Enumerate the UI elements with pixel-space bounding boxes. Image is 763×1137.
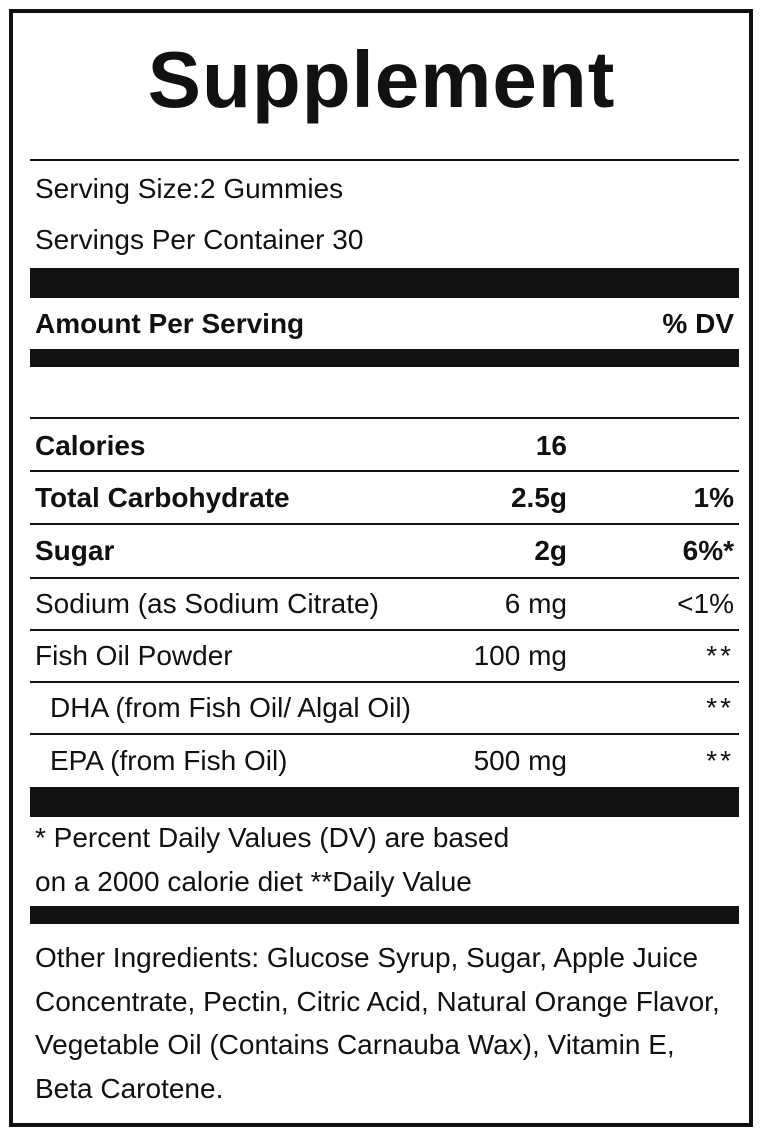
footnote-line-2: on a 2000 calorie diet **Daily Value <box>35 866 472 897</box>
row-calories-amount: 16 <box>535 430 567 461</box>
row-divider <box>30 629 739 631</box>
row-total-carbohydrate-dv: 1% <box>693 482 734 513</box>
row-divider <box>30 733 739 735</box>
divider-thick-ingredients <box>30 906 739 924</box>
row-total-carbohydrate-name: Total Carbohydrate <box>35 482 290 513</box>
other-ingredients: Other Ingredients: Glucose Syrup, Sugar,… <box>35 942 720 1104</box>
row-epa-amount: 500 mg <box>473 745 567 776</box>
footnote-line-1: * Percent Daily Values (DV) are based <box>35 822 510 853</box>
row-dha-dv: ** <box>706 692 734 723</box>
servings-per-container: Servings Per Container 30 <box>35 224 364 255</box>
row-total-carbohydrate-amount: 2.5g <box>510 482 567 513</box>
row-fish-oil-powder-dv: ** <box>706 640 734 671</box>
row-calories-name: Calories <box>35 430 146 461</box>
row-divider <box>30 470 739 472</box>
divider-before-calories <box>30 417 739 419</box>
serving-size: Serving Size:2 Gummies <box>35 173 344 204</box>
row-fish-oil-powder-amount: 100 mg <box>473 640 567 671</box>
divider-thick-footnote <box>30 787 739 817</box>
row-divider <box>30 523 739 525</box>
supplement-facts-label <box>9 9 753 1127</box>
label-title: Supplement <box>147 35 616 124</box>
row-dha-name: DHA (from Fish Oil/ Algal Oil) <box>50 692 411 723</box>
row-sugar-name: Sugar <box>35 535 115 566</box>
amount-per-serving-header: Amount Per Serving <box>35 308 305 339</box>
row-fish-oil-powder-name: Fish Oil Powder <box>35 640 233 671</box>
dv-header: % DV <box>662 308 734 339</box>
row-sodium-name: Sodium (as Sodium Citrate) <box>35 588 379 619</box>
divider-thick-header <box>30 349 739 367</box>
row-divider <box>30 681 739 683</box>
row-sodium-amount: 6 mg <box>504 588 567 619</box>
divider-top <box>30 159 739 161</box>
row-sugar-dv: 6%* <box>682 535 734 566</box>
row-sodium-dv: <1% <box>677 588 734 619</box>
row-sugar-amount: 2g <box>534 535 567 566</box>
row-divider <box>30 577 739 579</box>
row-epa-name: EPA (from Fish Oil) <box>50 745 288 776</box>
row-epa-dv: ** <box>706 745 734 776</box>
divider-thick-serving <box>30 268 739 298</box>
